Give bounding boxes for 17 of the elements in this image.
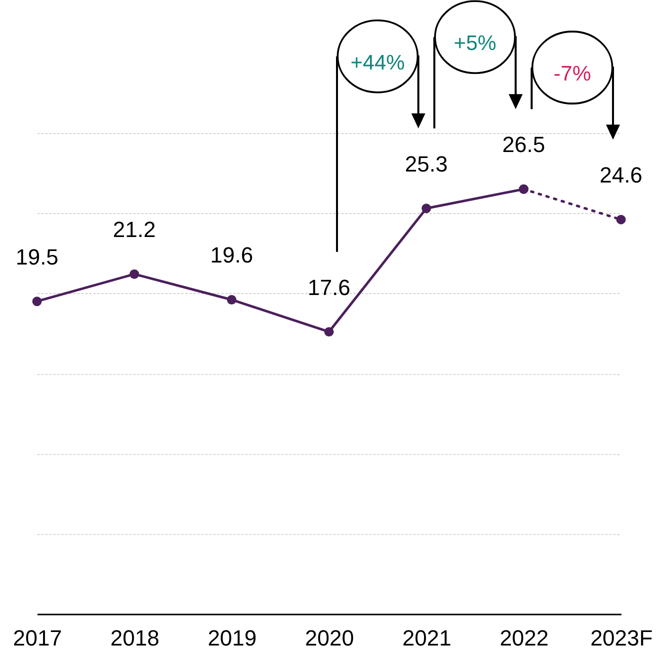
data-label: 25.3 [404,151,448,176]
x-tick-label: 2019 [208,626,257,650]
text: +44% [350,51,405,74]
data-label: 21.2 [112,217,156,242]
text: +5% [454,32,496,56]
text: -7% [554,62,592,86]
data-label: 17.6 [308,274,350,300]
data-label: 19.5 [16,244,58,270]
data-label: 24.6 [600,162,642,188]
x-tick-label: 2023F [590,626,653,650]
x-tick-label: 2018 [110,626,160,650]
data-label: 19.6 [210,242,254,268]
x-tick-label: 2020 [305,626,354,650]
data-label: 26.5 [502,132,546,158]
x-tick-label: 2022 [500,626,549,650]
x-tick-label: 2021 [402,626,452,650]
x-tick-label: 2017 [13,626,62,650]
